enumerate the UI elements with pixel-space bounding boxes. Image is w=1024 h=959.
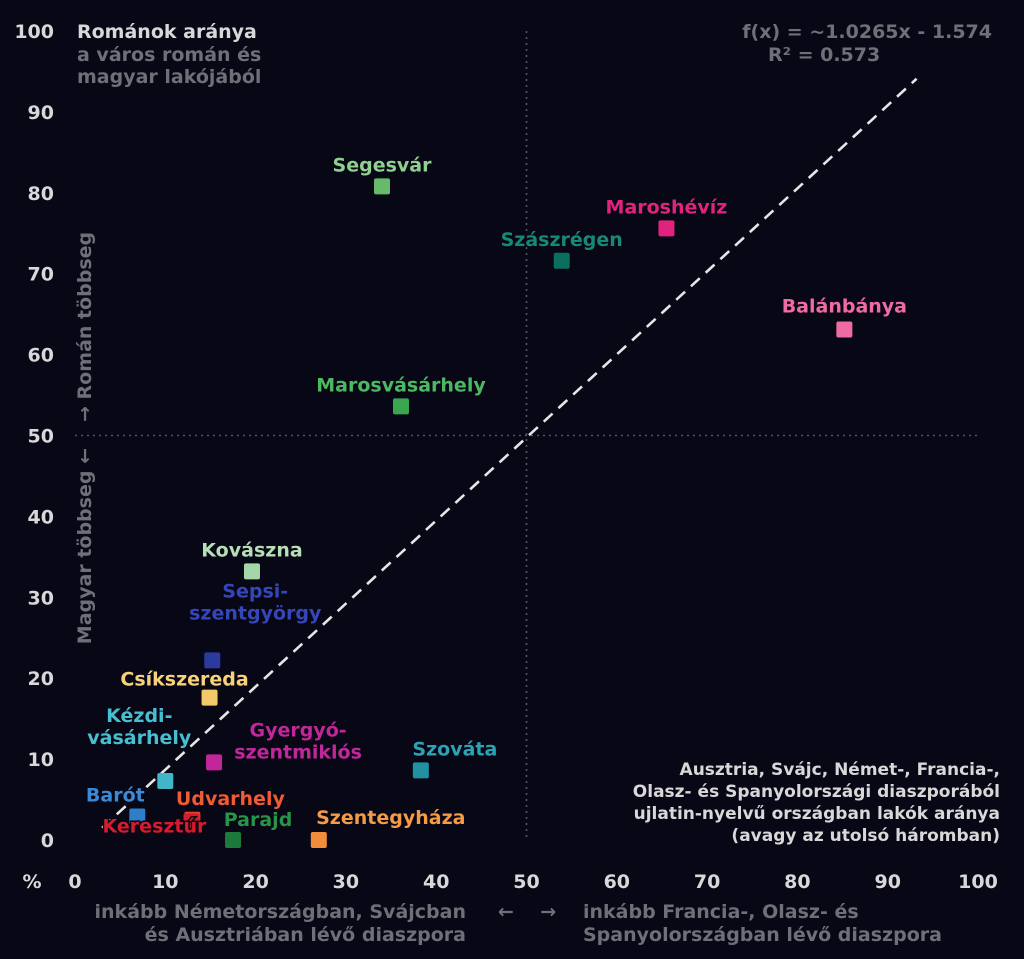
point-segesvar bbox=[374, 178, 391, 195]
regression-formula: f(x) = ~1.0265x - 1.574 bbox=[742, 21, 992, 43]
point-label-marosheviz: Maroshévíz bbox=[606, 196, 728, 218]
point-label-szentegyhaza: Szentegyháza bbox=[316, 807, 465, 829]
point-label-keresztur: Keresztúr bbox=[103, 815, 208, 837]
y-axis-ticks: 0 10 20 30 40 50 60 70 80 90 100 bbox=[14, 21, 54, 852]
chart-title: Románok aránya bbox=[77, 21, 257, 43]
point-parajd bbox=[225, 832, 242, 848]
data-points: Segesvár Maroshévíz Szászrégen Balánbánya Ma… bbox=[84, 153, 909, 848]
point-marosvasarhely bbox=[392, 398, 409, 415]
chart-subtitle-line-1: a város román és bbox=[77, 44, 261, 66]
point-szaszregen bbox=[553, 252, 570, 269]
point-label-szovata: Szováta bbox=[412, 738, 497, 760]
x-tick-label: 100 bbox=[958, 871, 998, 893]
chart-subtitle-line-2: magyar lakójából bbox=[77, 66, 261, 88]
y-tick-label: 90 bbox=[28, 102, 54, 124]
point-csikszereda bbox=[201, 689, 218, 706]
point-label-kovaszna: Kovászna bbox=[201, 539, 302, 561]
y-tick-label: 80 bbox=[28, 183, 54, 205]
xlabel-right-line-2: Spanyolországban lévő diaszpora bbox=[583, 924, 942, 946]
y-tick-label: 60 bbox=[28, 345, 54, 367]
point-label-sepsiszentgyorgy: Sepsi- bbox=[222, 580, 288, 602]
y-tick-label: 70 bbox=[28, 264, 54, 286]
y-axis-label-hungarian-majority: Magyar többseg ← bbox=[74, 448, 96, 644]
reference-lines bbox=[75, 31, 978, 840]
x-description-line-2: Olasz- és Spanyolországi diaszporából bbox=[633, 782, 1000, 802]
point-kovaszna bbox=[243, 563, 260, 580]
point-gyergyoszentmiklos bbox=[206, 754, 223, 771]
point-label-barot: Barót bbox=[86, 785, 145, 807]
regression-r2: R² = 0.573 bbox=[768, 44, 880, 66]
xlabel-arrows: ← → bbox=[498, 901, 556, 923]
y-tick-label: 50 bbox=[28, 426, 54, 448]
x-tick-label: 80 bbox=[784, 871, 810, 893]
x-tick-label: 40 bbox=[423, 871, 449, 893]
point-label-udvarhely: Udvarhely bbox=[176, 788, 286, 810]
regression-line-group bbox=[101, 77, 918, 829]
xlabel-left-line-2: és Ausztriában lévő diaszpora bbox=[145, 924, 466, 946]
point-label-parajd: Parajd bbox=[224, 809, 293, 831]
point-sepsiszentgyorgy bbox=[204, 652, 221, 669]
point-kezdivasarhely bbox=[157, 772, 174, 789]
point-label-gyergyoszentmiklos: szentmiklós bbox=[234, 741, 362, 763]
y-tick-label: 40 bbox=[28, 506, 54, 528]
point-label-kezdivasarhely: vásárhely bbox=[87, 727, 192, 749]
point-label-kezdivasarhely: Kézdi- bbox=[106, 705, 172, 727]
y-tick-label: 30 bbox=[28, 587, 54, 609]
y-tick-label: 20 bbox=[28, 668, 54, 690]
x-tick-label: 60 bbox=[604, 871, 630, 893]
point-szovata bbox=[412, 762, 429, 779]
x-tick-label: 90 bbox=[874, 871, 900, 893]
x-axis-ticks: 0 10 20 30 40 50 60 70 80 90 100 bbox=[68, 871, 997, 893]
regression-line bbox=[101, 77, 918, 829]
x-description-line-1: Ausztria, Svájc, Német-, Francia-, bbox=[680, 760, 1000, 780]
x-tick-label: 50 bbox=[513, 871, 539, 893]
y-tick-label: 100 bbox=[14, 21, 54, 43]
xlabel-right-line-1: inkább Francia-, Olasz- és bbox=[583, 901, 859, 923]
point-barot bbox=[129, 808, 146, 825]
point-balanbanya bbox=[836, 321, 853, 338]
x-tick-label: 20 bbox=[242, 871, 268, 893]
point-label-szaszregen: Szászrégen bbox=[501, 229, 623, 251]
point-label-gyergyoszentmiklos: Gyergyó- bbox=[249, 719, 346, 741]
point-label-marosvasarhely: Marosvásárhely bbox=[316, 374, 486, 396]
point-keresztur bbox=[183, 813, 200, 830]
unit-label: % bbox=[22, 871, 41, 893]
point-label-csikszereda: Csíkszereda bbox=[120, 669, 248, 691]
x-tick-label: 0 bbox=[68, 871, 81, 893]
y-tick-label: 10 bbox=[28, 749, 54, 771]
point-szentegyhaza bbox=[310, 832, 327, 848]
point-label-sepsiszentgyorgy: szentgyörgy bbox=[189, 602, 322, 624]
x-description-line-4: (avagy az utolsó háromban) bbox=[731, 826, 1000, 846]
point-marosheviz bbox=[658, 220, 675, 237]
point-label-segesvar: Segesvár bbox=[333, 154, 433, 176]
point-label-balanbanya: Balánbánya bbox=[782, 296, 907, 318]
y-axis-label-romanian-majority: → Román többseg bbox=[74, 232, 96, 422]
x-tick-label: 10 bbox=[152, 871, 178, 893]
y-tick-label: 0 bbox=[41, 830, 54, 852]
x-tick-label: 70 bbox=[694, 871, 720, 893]
xlabel-left-line-1: inkább Németországban, Svájcban bbox=[95, 901, 466, 923]
x-tick-label: 30 bbox=[333, 871, 359, 893]
x-description-line-3: ujlatin-nyelvű országban lakók aránya bbox=[634, 804, 1000, 824]
